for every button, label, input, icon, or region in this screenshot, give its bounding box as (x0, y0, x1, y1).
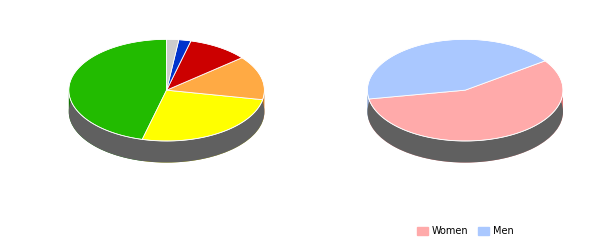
Legend: Women, Men: Women, Men (413, 222, 517, 240)
Polygon shape (167, 41, 242, 90)
Polygon shape (369, 61, 563, 141)
Ellipse shape (69, 61, 265, 162)
Polygon shape (167, 58, 265, 100)
Polygon shape (69, 39, 167, 139)
Polygon shape (69, 91, 142, 161)
Polygon shape (167, 39, 179, 90)
Ellipse shape (367, 61, 563, 162)
Polygon shape (263, 90, 265, 121)
Polygon shape (367, 39, 545, 99)
Legend: Professors, Associate professors, Lecturers, Unranked, Assistant professors, Ins: Professors, Associate professors, Lectur… (29, 237, 304, 240)
Polygon shape (369, 91, 563, 162)
Polygon shape (367, 91, 369, 120)
Polygon shape (142, 90, 263, 141)
Polygon shape (167, 40, 191, 90)
Polygon shape (142, 100, 263, 162)
